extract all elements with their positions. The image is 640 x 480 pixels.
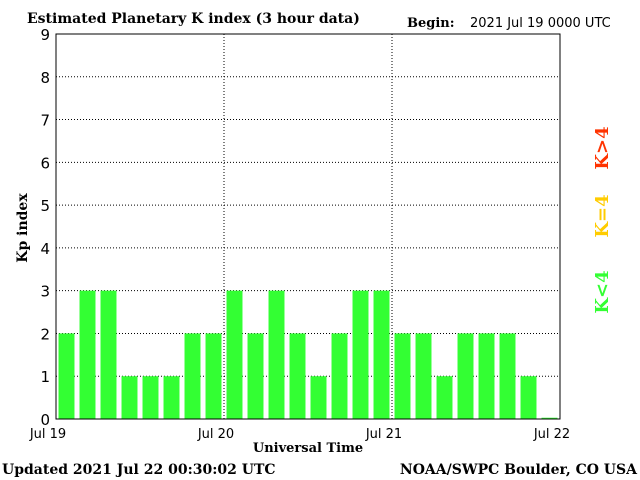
y-tick-label: 7 — [40, 112, 50, 130]
kp-bar — [373, 290, 390, 419]
kp-bar — [121, 376, 138, 419]
x-tick-label: Jul 20 — [197, 427, 234, 442]
y-tick-label: 4 — [40, 240, 50, 258]
kp-bar — [100, 290, 117, 419]
y-tick-label: 0 — [40, 411, 50, 429]
kp-bar — [247, 333, 264, 419]
x-tick-label: Jul 22 — [533, 427, 570, 442]
kp-bar — [415, 333, 432, 419]
plot-frame — [55, 33, 561, 420]
kp-bar — [226, 290, 243, 419]
legend-k-lt-4: K<4 — [592, 270, 613, 313]
kp-bar — [394, 333, 411, 419]
kp-bar — [163, 376, 180, 419]
kp-bar — [79, 290, 96, 419]
begin-value: 2021 Jul 19 0000 UTC — [470, 16, 611, 31]
kp-bar — [289, 333, 306, 419]
kp-bar — [352, 290, 369, 419]
y-axis-label: Kp index — [15, 193, 31, 263]
kp-bar — [205, 333, 222, 419]
x-axis-label: Universal Time — [253, 441, 363, 456]
kp-bar — [58, 333, 75, 419]
chart-title: Estimated Planetary K index (3 hour data… — [27, 11, 360, 27]
kp-bar — [457, 333, 474, 419]
y-tick-label: 5 — [40, 197, 50, 215]
x-tick-label: Jul 21 — [365, 427, 402, 442]
kp-bar — [541, 417, 558, 419]
kp-bar — [310, 376, 327, 419]
kp-bar — [436, 376, 453, 419]
y-tick-label: 1 — [40, 368, 50, 386]
y-tick-label: 2 — [40, 325, 50, 343]
kp-bar — [499, 333, 516, 419]
legend-k-eq-4: K=4 — [592, 194, 613, 237]
kp-bar — [331, 333, 348, 419]
y-tick-label: 9 — [40, 26, 50, 44]
kp-bar — [478, 333, 495, 419]
y-tick-label: 6 — [40, 154, 50, 172]
begin-label: Begin: — [407, 16, 455, 31]
kp-bar — [520, 376, 537, 419]
kp-bar — [184, 333, 201, 419]
kp-bar — [268, 290, 285, 419]
kp-bar — [142, 376, 159, 419]
x-tick-label: Jul 19 — [29, 427, 66, 442]
footer-updated: Updated 2021 Jul 22 00:30:02 UTC — [2, 462, 276, 478]
footer-source: NOAA/SWPC Boulder, CO USA — [400, 462, 638, 478]
y-tick-label: 3 — [40, 283, 50, 301]
y-tick-label: 8 — [40, 69, 50, 87]
legend-k-gt-4: K>4 — [592, 126, 613, 169]
